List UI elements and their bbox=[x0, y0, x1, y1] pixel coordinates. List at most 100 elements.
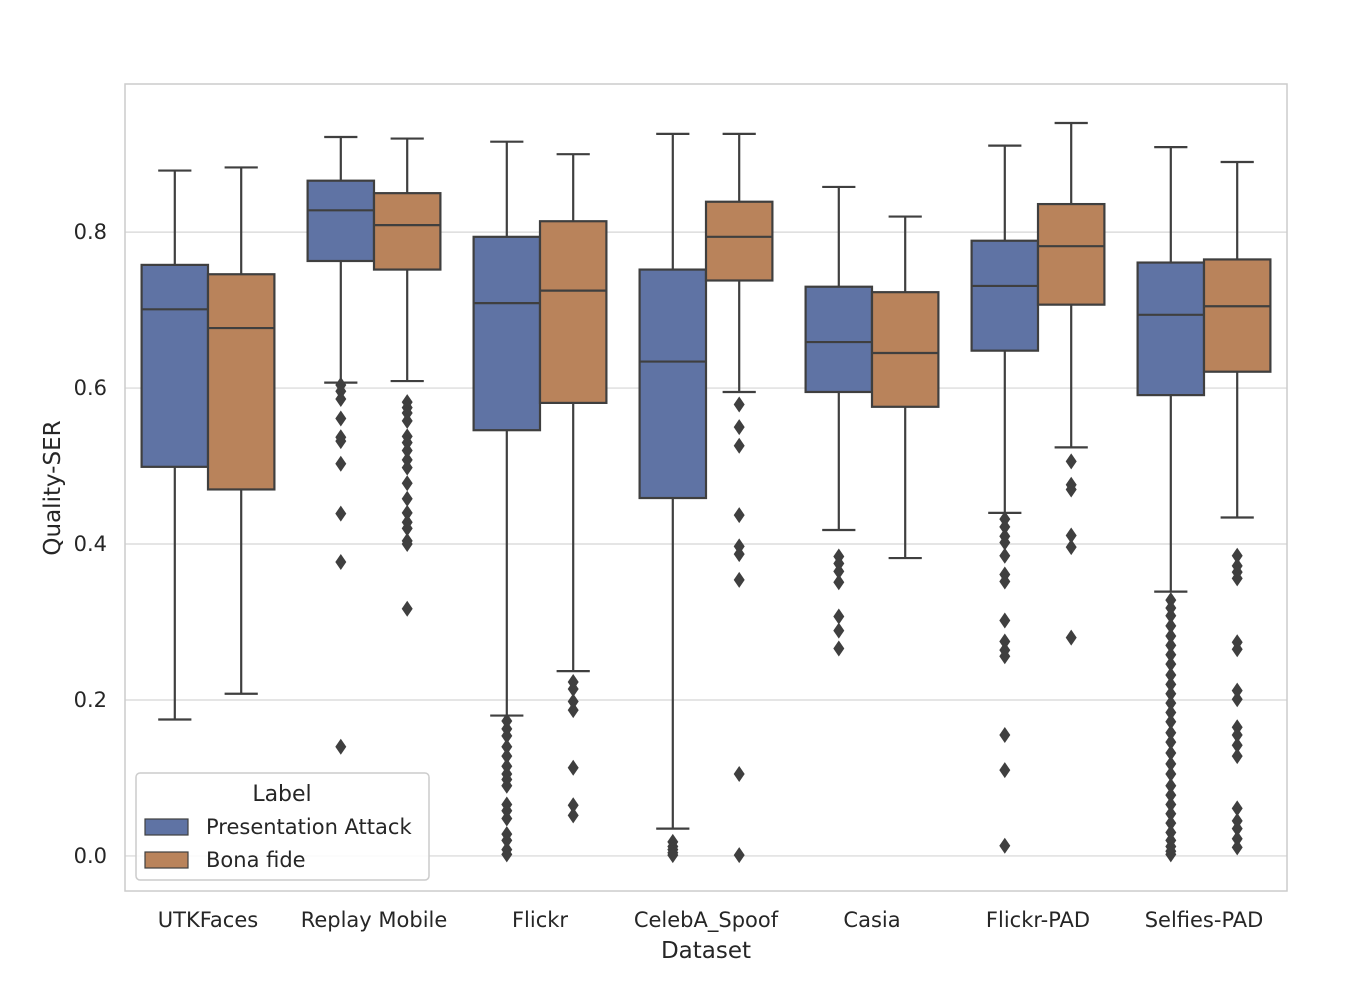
outlier-point bbox=[833, 608, 845, 625]
outlier-point bbox=[335, 410, 347, 427]
box-group bbox=[472, 140, 542, 863]
outlier-point bbox=[567, 759, 579, 776]
outlier-point bbox=[833, 640, 845, 657]
box bbox=[538, 220, 608, 405]
outlier-point bbox=[1231, 748, 1243, 765]
outlier-point bbox=[999, 633, 1011, 650]
outlier-point bbox=[1165, 607, 1177, 624]
outlier-point bbox=[1231, 641, 1243, 658]
outlier-point bbox=[1165, 667, 1177, 684]
box bbox=[870, 291, 940, 408]
outlier-point bbox=[1231, 830, 1243, 847]
x-tick-label: Casia bbox=[843, 908, 900, 932]
box-group bbox=[538, 153, 608, 824]
outlier-point bbox=[1165, 744, 1177, 761]
y-tick-label: 0.0 bbox=[74, 844, 107, 868]
outlier-point bbox=[567, 702, 579, 719]
outlier-point bbox=[401, 600, 413, 617]
y-tick-labels: 0.0 0.2 0.4 0.6 0.8 bbox=[74, 220, 107, 868]
outlier-point bbox=[567, 807, 579, 824]
y-tick-label: 0.2 bbox=[74, 688, 107, 712]
box-group bbox=[1036, 121, 1106, 646]
outlier-point bbox=[1165, 628, 1177, 645]
outlier-point bbox=[335, 553, 347, 570]
outlier-point bbox=[335, 391, 347, 408]
outlier-point bbox=[401, 536, 413, 553]
x-tick-label: Flickr bbox=[512, 908, 568, 932]
outlier-point bbox=[401, 412, 413, 429]
outlier-point bbox=[1165, 777, 1177, 794]
box bbox=[704, 200, 774, 282]
outlier-point bbox=[733, 507, 745, 524]
outlier-point bbox=[1231, 727, 1243, 744]
y-axis-label: Quality-SER bbox=[40, 420, 66, 555]
outlier-point bbox=[1231, 800, 1243, 817]
y-tick-label: 0.8 bbox=[74, 220, 107, 244]
outlier-point bbox=[833, 563, 845, 580]
legend-swatch-presentation-attack bbox=[144, 818, 189, 836]
outlier-point bbox=[401, 520, 413, 537]
outlier-point bbox=[733, 571, 745, 588]
outlier-point bbox=[733, 396, 745, 413]
outlier-point bbox=[501, 777, 513, 794]
outlier-point bbox=[999, 727, 1011, 744]
outlier-point bbox=[567, 681, 579, 698]
outlier-point bbox=[1065, 453, 1077, 470]
outlier-point bbox=[1065, 481, 1077, 498]
outlier-point bbox=[1231, 691, 1243, 708]
outlier-point bbox=[335, 738, 347, 755]
box-group bbox=[372, 137, 442, 617]
outlier-point bbox=[1165, 734, 1177, 751]
outlier-point bbox=[999, 534, 1011, 551]
box bbox=[372, 192, 442, 271]
outlier-point bbox=[401, 475, 413, 492]
outlier-point bbox=[1165, 646, 1177, 663]
outlier-point bbox=[999, 547, 1011, 564]
legend-swatch-bona-fide bbox=[144, 851, 189, 869]
outlier-point bbox=[1065, 629, 1077, 646]
outlier-point bbox=[401, 442, 413, 459]
outlier-point bbox=[999, 648, 1011, 665]
outlier-point bbox=[1165, 766, 1177, 783]
box-group bbox=[306, 135, 376, 755]
outlier-point bbox=[733, 546, 745, 563]
outlier-point bbox=[999, 762, 1011, 779]
outlier-point bbox=[833, 574, 845, 591]
outlier-point bbox=[335, 433, 347, 450]
box bbox=[1202, 258, 1272, 373]
box bbox=[1136, 261, 1206, 397]
outlier-point bbox=[1231, 737, 1243, 754]
x-tick-label: Selfies-PAD bbox=[1145, 908, 1264, 932]
x-tick-label: CelebA_Spoof bbox=[634, 908, 779, 933]
outlier-point bbox=[733, 419, 745, 436]
outlier-point bbox=[1065, 539, 1077, 556]
box-group bbox=[1202, 160, 1272, 856]
x-tick-label: Flickr-PAD bbox=[986, 908, 1090, 932]
outlier-point bbox=[501, 748, 513, 765]
box bbox=[638, 268, 708, 500]
outlier-point bbox=[833, 622, 845, 639]
outlier-point bbox=[1165, 685, 1177, 702]
outlier-point bbox=[501, 727, 513, 744]
outlier-point bbox=[1165, 755, 1177, 772]
box bbox=[970, 239, 1040, 352]
box-group bbox=[870, 215, 940, 560]
x-tick-label: UTKFaces bbox=[158, 908, 258, 932]
outlier-point bbox=[999, 837, 1011, 854]
outlier-point bbox=[1165, 724, 1177, 741]
outlier-point bbox=[733, 847, 745, 864]
outlier-point bbox=[1231, 547, 1243, 564]
outlier-point bbox=[733, 437, 745, 454]
box bbox=[140, 263, 210, 468]
legend-label-presentation-attack: Presentation Attack bbox=[206, 815, 412, 839]
outlier-point bbox=[733, 766, 745, 783]
outlier-point bbox=[1231, 820, 1243, 837]
outlier-point bbox=[335, 505, 347, 522]
outlier-point bbox=[1165, 676, 1177, 693]
outlier-point bbox=[1165, 656, 1177, 673]
outlier-point bbox=[1065, 527, 1077, 544]
outlier-point bbox=[501, 832, 513, 849]
legend-box bbox=[135, 772, 430, 881]
outlier-point bbox=[1165, 695, 1177, 712]
